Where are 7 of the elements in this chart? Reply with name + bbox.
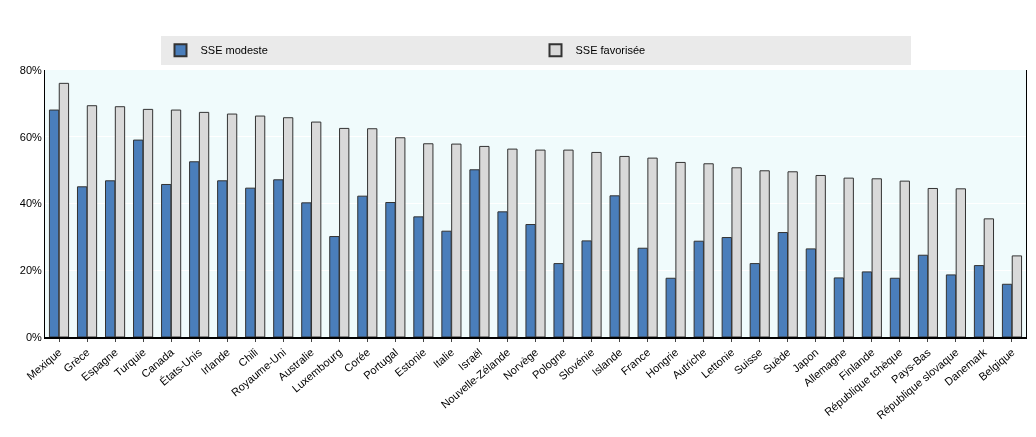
y-tick-label: 60% (19, 130, 42, 143)
y-tick-label: 80% (19, 63, 42, 76)
y-tick-label: 20% (19, 264, 42, 277)
legend-label: SSE favorisée (575, 44, 646, 57)
legend-label: SSE modeste (200, 44, 268, 57)
y-tick-label: 40% (19, 197, 42, 210)
y-tick-label: 0% (25, 330, 43, 343)
